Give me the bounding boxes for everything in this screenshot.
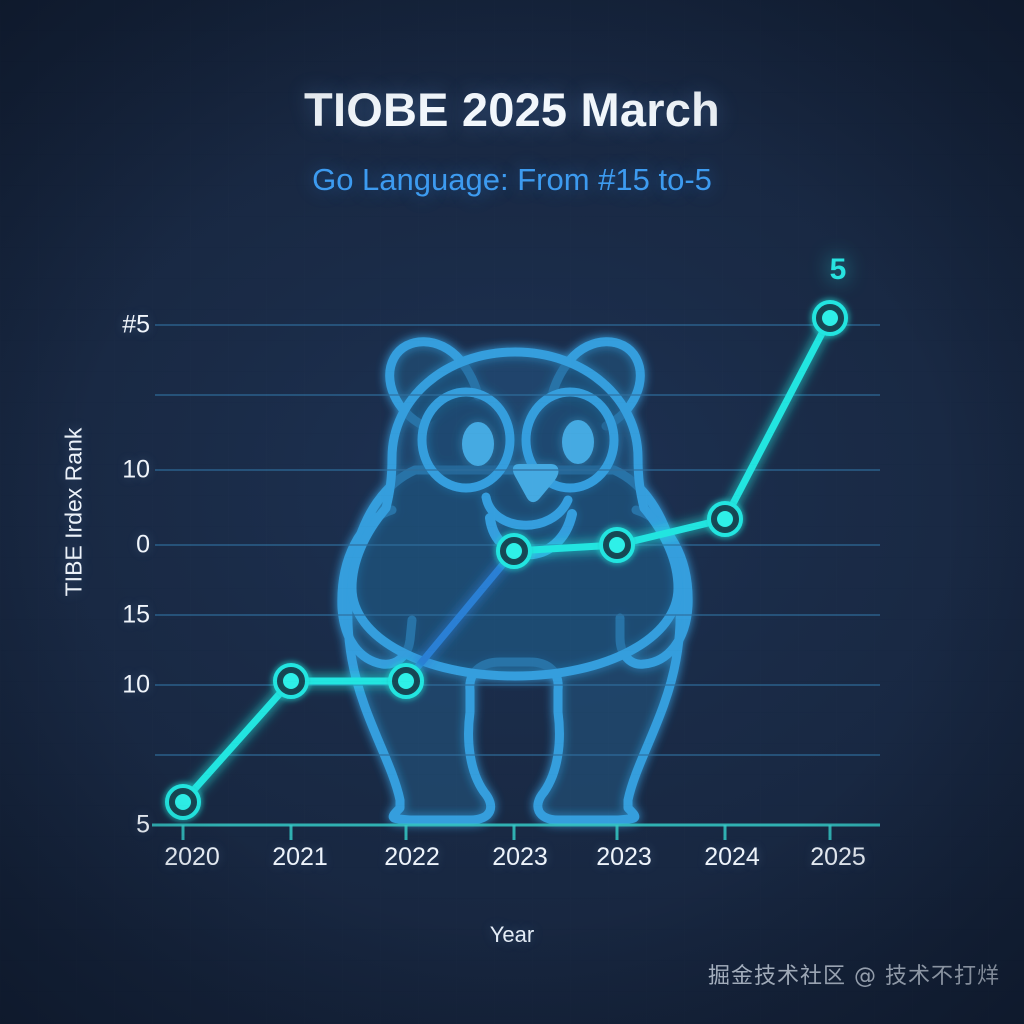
y-tick-label: 10 bbox=[122, 455, 150, 484]
x-tick-label-2024: 2024 bbox=[704, 843, 760, 871]
page-subtitle: Go Language: From #15 to-5 bbox=[312, 162, 712, 197]
watermark-text: 掘金技术社区 @ 技术不打烊 bbox=[708, 964, 1000, 989]
x-tick-label-2021: 2021 bbox=[272, 843, 328, 871]
x-tick-label-2022: 2022 bbox=[384, 843, 440, 871]
data-line-segment-a bbox=[179, 677, 410, 806]
page-title: TIOBE 2025 March bbox=[304, 83, 720, 136]
y-tick-label: 15 bbox=[122, 600, 150, 629]
x-tick-label-2023b: 2023 bbox=[596, 843, 652, 871]
x-axis-label: Year bbox=[489, 922, 535, 947]
y-tick-label: 0 bbox=[136, 530, 150, 559]
y-tick-label: 5 bbox=[136, 810, 150, 839]
y-tick-label: #5 bbox=[122, 310, 150, 339]
data-line-segment-b bbox=[402, 547, 518, 685]
y-axis-label: TIBE Irdex Rank bbox=[60, 427, 87, 597]
data-annotation-final-rank: 5 bbox=[829, 253, 847, 286]
data-line-segment-c bbox=[510, 314, 834, 555]
data-markers bbox=[165, 300, 848, 820]
y-tick-label: 10 bbox=[122, 670, 150, 699]
x-tick-label-2020: 2020 bbox=[164, 843, 220, 871]
x-tick-label-2025: 2025 bbox=[810, 843, 866, 871]
x-tick-label-2023a: 2023 bbox=[492, 843, 548, 871]
x-axis-ticks bbox=[181, 825, 832, 840]
